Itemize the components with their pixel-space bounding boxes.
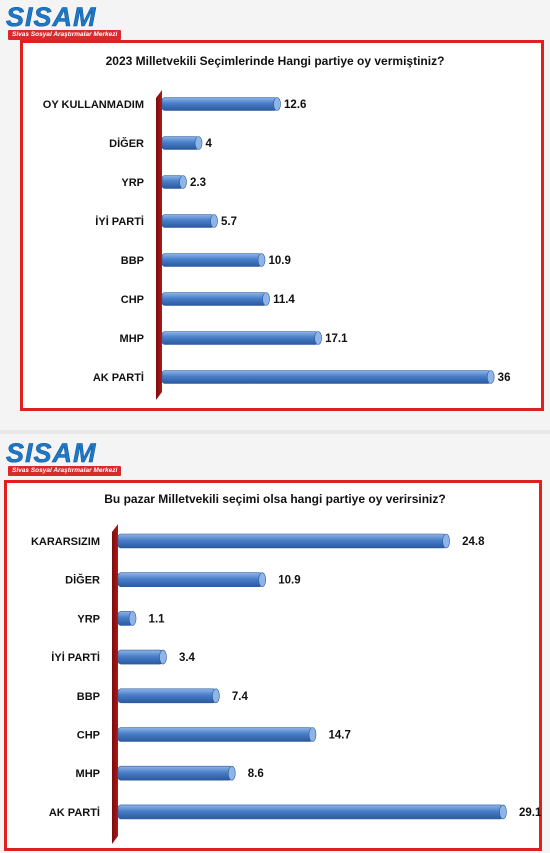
category-label: İYİ PARTİ (51, 651, 100, 664)
category-label: BBP (121, 255, 144, 267)
bar (161, 370, 491, 384)
logo-subtitle: Sivas Sosyal Araştırmalar Merkezi (8, 30, 122, 40)
bar (117, 804, 504, 820)
bar (161, 214, 215, 228)
logo-text: SISAM (6, 438, 97, 469)
sisam-logo: SISAM Sivas Sosyal Araştırmalar Merkezi (6, 2, 146, 42)
bar (117, 727, 313, 742)
bar-cap (179, 175, 187, 189)
category-label: KARARSIZIM (31, 536, 100, 548)
category-label: İYİ PARTİ (95, 215, 144, 228)
value-label: 7.4 (232, 691, 249, 703)
category-label: BBP (77, 691, 100, 703)
bar-cap (128, 611, 137, 626)
axis-wall (156, 90, 162, 400)
category-label: AK PARTİ (49, 806, 100, 819)
bar-chart-2023: OY KULLANMADIM 12.6 DİĞER 4 YRP 2.3 İYİ PARTİ 5… (43, 90, 511, 400)
logo-subtitle: Sivas Sosyal Araştırmalar Merkezi (8, 466, 122, 476)
bar-cap (212, 688, 220, 704)
bar-cap (262, 292, 270, 306)
bar-cap (273, 97, 281, 111)
bar-cap (442, 533, 450, 549)
value-label: 36 (498, 372, 511, 384)
category-label: MHP (120, 333, 144, 345)
value-label: 10.9 (269, 255, 291, 267)
chart-frame (20, 40, 544, 411)
logo-text: SISAM (6, 2, 97, 33)
bar-cap (210, 214, 218, 228)
value-label: 11.4 (273, 294, 295, 306)
bar (117, 649, 164, 665)
category-label: CHP (121, 294, 144, 306)
value-label: 1.1 (149, 613, 166, 625)
category-label: MHP (76, 768, 100, 780)
bar-cap (486, 370, 495, 384)
category-label: CHP (77, 730, 100, 742)
value-label: 29.1 (519, 807, 542, 819)
bar-cap (257, 253, 266, 267)
value-label: 2.3 (190, 177, 206, 189)
bar-cap (194, 136, 203, 150)
bar (161, 136, 199, 150)
value-label: 14.7 (328, 730, 350, 742)
value-label: 24.8 (462, 536, 485, 548)
bar-cap (227, 765, 236, 781)
category-label: DİĞER (65, 574, 100, 587)
bar-cap (159, 649, 167, 665)
value-label: 17.1 (325, 333, 348, 345)
value-label: 10.9 (278, 575, 300, 587)
bar (161, 331, 319, 345)
category-label: AK PARTİ (93, 371, 144, 384)
bar (161, 253, 262, 267)
chart-title: 2023 Milletvekili Seçimlerinde Hangi par… (105, 54, 445, 68)
bar (161, 292, 267, 306)
value-label: 8.6 (248, 768, 264, 780)
bar (117, 572, 263, 587)
bar (117, 765, 233, 781)
value-label: 5.7 (221, 216, 237, 228)
axis-wall (112, 524, 118, 844)
chart-title: Bu pazar Milletvekili seçimi olsa hangi … (104, 492, 446, 506)
category-label: YRP (121, 177, 144, 189)
bar-cap (308, 727, 317, 742)
bar-cap (499, 804, 507, 820)
value-label: 12.6 (284, 99, 306, 111)
chart-section-2023: SISAM Sivas Sosyal Araştırmalar Merkezi … (0, 0, 550, 430)
bar (161, 97, 278, 111)
bar (117, 533, 447, 549)
category-label: YRP (77, 613, 100, 625)
bar-cap (314, 331, 322, 345)
category-label: DİĞER (109, 137, 144, 150)
bar-chart-this-sunday: KARARSIZIM 24.8 DİĞER 10.9 YRP 1.1 İYİ PARTİ 3.… (31, 524, 542, 844)
chart-section-this-sunday: SISAM Sivas Sosyal Araştırmalar Merkezi … (0, 434, 550, 853)
sisam-logo: SISAM Sivas Sosyal Araştırmalar Merkezi (6, 438, 146, 478)
value-label: 4 (206, 138, 213, 150)
value-label: 3.4 (179, 652, 196, 664)
bar (117, 688, 217, 704)
bar-cap (258, 572, 267, 587)
category-label: OY KULLANMADIM (43, 99, 144, 111)
